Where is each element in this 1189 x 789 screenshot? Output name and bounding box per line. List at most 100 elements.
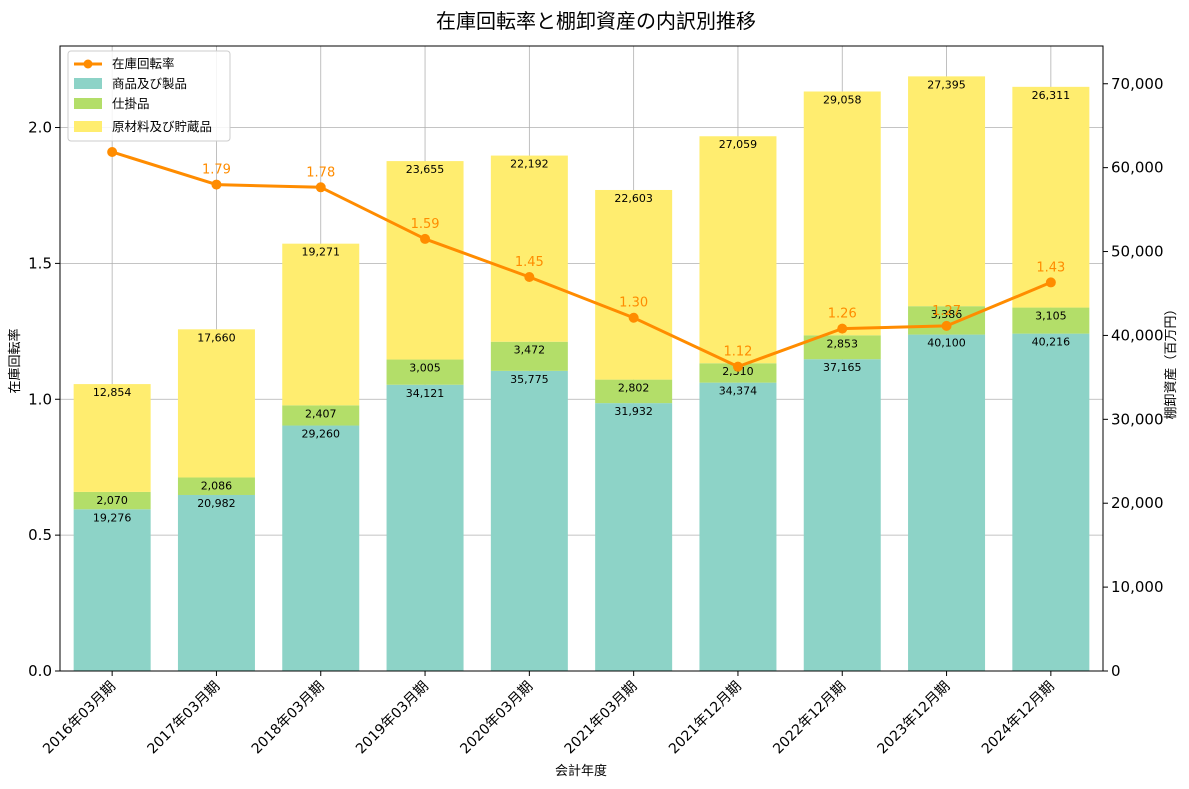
bar-value-label: 12,854 — [93, 386, 132, 399]
bar-value-label: 17,660 — [197, 331, 236, 344]
bar-value-label: 29,260 — [302, 428, 341, 441]
turnover-value-label: 1.27 — [932, 304, 961, 319]
legend-label: 在庫回転率 — [112, 56, 175, 71]
bar-segment — [908, 76, 986, 307]
bar-segment — [595, 379, 673, 404]
turnover-point — [211, 179, 222, 190]
legend-swatch — [74, 78, 102, 89]
bar-segment — [386, 161, 464, 360]
bar-segment — [699, 136, 777, 364]
bar-segment — [386, 384, 464, 671]
x-tick-label: 2020年03月期 — [457, 679, 536, 758]
y-right-tick-label: 70,000 — [1111, 75, 1164, 93]
turnover-value-label: 1.43 — [1036, 260, 1065, 275]
bar-segment — [490, 370, 568, 671]
y-axis-right-title: 棚卸資産（百万円） — [1163, 302, 1179, 419]
bar-segment — [282, 243, 360, 406]
bar-segment — [803, 359, 881, 671]
legend-box — [67, 50, 231, 142]
bar-value-label: 27,395 — [927, 78, 966, 91]
bar-value-label: 40,100 — [927, 337, 966, 350]
x-tick-label: 2021年12月期 — [666, 679, 745, 758]
bar-value-label: 2,407 — [305, 407, 337, 420]
x-tick-label: 2018年03月期 — [249, 679, 328, 758]
y-right-tick-label: 0 — [1111, 662, 1121, 680]
turnover-value-label: 1.45 — [515, 255, 544, 270]
bar-segment — [803, 91, 881, 336]
turnover-point — [107, 146, 118, 157]
bar-segment — [177, 477, 255, 495]
bar-value-label: 2,070 — [96, 494, 128, 507]
y-right-tick-label: 20,000 — [1111, 494, 1164, 512]
turnover-point — [524, 271, 535, 282]
turnover-point — [315, 182, 326, 193]
legend-label: 仕掛品 — [112, 96, 150, 111]
bar-segment — [177, 329, 255, 478]
bar-value-label: 34,121 — [406, 387, 445, 400]
legend-line-marker — [83, 59, 93, 69]
y-right-tick-label: 10,000 — [1111, 578, 1164, 596]
bar-segment — [908, 334, 986, 671]
legend-label: 商品及び製品 — [112, 76, 187, 91]
bar-value-label: 2,310 — [722, 365, 754, 378]
y-left-tick-label: 1.0 — [28, 390, 52, 408]
bar-segment — [490, 155, 568, 342]
x-tick-label: 2022年12月期 — [770, 679, 849, 758]
y-right-tick-label: 40,000 — [1111, 326, 1164, 344]
bar-value-label: 2,853 — [827, 337, 859, 350]
turnover-line: 1.79 1.78 1.59 1.45 1.30 1.12 1.26 1.27 1.43 — [107, 146, 1065, 372]
bar-value-label: 23,655 — [406, 163, 445, 176]
bar-value-label: 3,105 — [1035, 310, 1067, 323]
turnover-point — [732, 361, 743, 372]
bar-segment — [282, 405, 360, 426]
bar-value-label: 22,603 — [614, 192, 653, 205]
bar-segment — [803, 335, 881, 360]
y-right-tick-label: 60,000 — [1111, 159, 1164, 177]
bar-value-label: 35,775 — [510, 373, 549, 386]
bar-segment — [595, 189, 673, 380]
bar-value-label: 2,802 — [618, 382, 650, 395]
x-tick-label: 2016年03月期 — [40, 679, 119, 758]
bar-value-label: 3,472 — [514, 344, 546, 357]
turnover-point — [837, 323, 848, 334]
bar-segment — [1012, 333, 1090, 671]
bar-value-label: 31,932 — [614, 405, 653, 418]
bar-segment — [177, 494, 255, 671]
bar-segment — [1012, 86, 1090, 308]
turnover-value-label: 1.59 — [411, 217, 440, 232]
turnover-point — [628, 312, 639, 323]
x-tick-label: 2024年12月期 — [979, 679, 1058, 758]
y-left-tick-label: 2.0 — [28, 119, 52, 137]
turnover-point — [1045, 277, 1056, 288]
y-left-tick-label: 0.5 — [28, 526, 52, 544]
x-axis-title: 会計年度 — [555, 763, 607, 779]
bar-value-label: 2,086 — [201, 479, 233, 492]
bar-value-label: 3,386 — [931, 308, 963, 321]
bar-segment — [282, 425, 360, 671]
y-right-tick-label: 30,000 — [1111, 410, 1164, 428]
plot-frame — [59, 45, 1104, 672]
bars — [73, 76, 1090, 671]
y-left-tick-label: 0.0 — [28, 662, 52, 680]
x-tick-label: 2019年03月期 — [353, 679, 432, 758]
chart-title: 在庫回転率と棚卸資産の内訳別推移 — [436, 9, 756, 33]
x-tick-label: 2023年12月期 — [875, 679, 954, 758]
bar-value-label: 34,374 — [719, 385, 758, 398]
turnover-value-label: 1.30 — [619, 296, 648, 311]
legend-swatch — [74, 121, 102, 132]
y-left-tick-label: 1.5 — [28, 254, 52, 272]
bar-value-label: 19,276 — [93, 511, 132, 524]
bar-labels: 19,276 20,982 29,260 34,121 35,775 31,932 34,3… — [93, 78, 1070, 524]
bar-value-label: 40,216 — [1032, 336, 1071, 349]
bar-value-label: 37,165 — [823, 361, 862, 374]
turnover-value-label: 1.78 — [306, 165, 335, 180]
bar-value-label: 29,058 — [823, 94, 862, 107]
bar-value-label: 20,982 — [197, 497, 236, 510]
bar-segment — [699, 382, 777, 671]
y-axis-left-title: 在庫回転率 — [7, 328, 23, 393]
turnover-value-label: 1.12 — [723, 345, 752, 360]
bar-segment — [73, 491, 151, 510]
